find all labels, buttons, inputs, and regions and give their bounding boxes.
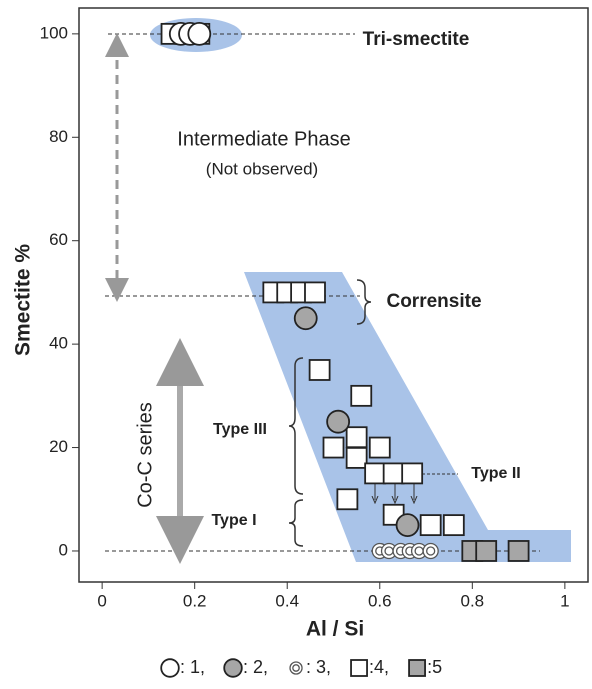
- marker-square: [507, 540, 530, 562]
- marker-square: [475, 540, 498, 562]
- marker-square: [304, 281, 326, 304]
- legend-symbol: [223, 658, 243, 678]
- marker-square: [308, 359, 331, 381]
- x-tick-label: 0.6: [368, 591, 392, 610]
- annotation: Intermediate Phase: [177, 128, 350, 150]
- marker-circle: [293, 306, 318, 331]
- legend-label: : 1,: [180, 657, 205, 677]
- legend-label: : 3,: [306, 657, 331, 677]
- marker-ring: [414, 546, 424, 556]
- x-tick-label: 0: [97, 591, 106, 610]
- annotation: (Not observed): [206, 159, 318, 178]
- legend-symbol: [408, 659, 426, 677]
- marker-square: [322, 436, 345, 459]
- marker-square: [345, 426, 368, 449]
- marker-square: [364, 462, 387, 485]
- annotation: Type II: [471, 465, 521, 482]
- marker-double-circle: [380, 542, 398, 560]
- marker-circle: [187, 21, 212, 46]
- y-tick-label: 100: [40, 23, 68, 42]
- marker-square: [350, 384, 373, 407]
- marker-double-circle: [422, 542, 439, 560]
- annotation: Co-C series: [134, 402, 156, 508]
- y-tick-label: 80: [49, 127, 68, 146]
- brace: [356, 279, 372, 325]
- y-tick-label: 40: [49, 334, 68, 353]
- marker-square: [336, 488, 359, 511]
- plot-frame: [78, 7, 589, 583]
- y-tick-label: 60: [49, 230, 68, 249]
- marker-square: [345, 446, 368, 469]
- x-tick-label: 0.2: [183, 591, 207, 610]
- annotation: Tri-smectite: [363, 29, 470, 50]
- annotation: Corrensite: [386, 291, 481, 312]
- annotation: Type III: [213, 421, 267, 438]
- marker-square: [368, 436, 391, 459]
- marker-square: [419, 514, 442, 537]
- legend-label: :4,: [369, 657, 389, 677]
- marker-ring: [384, 546, 394, 556]
- legend-symbol: [160, 658, 180, 678]
- marker-circle: [395, 513, 420, 538]
- x-axis-label: Al / Si: [306, 618, 364, 641]
- brace: [288, 499, 304, 547]
- marker-circle: [326, 409, 351, 434]
- y-axis-label: Smectite %: [12, 244, 35, 356]
- y-tick-label: 0: [59, 540, 68, 559]
- guides: [105, 33, 540, 564]
- brace: [288, 357, 304, 495]
- series-band: [244, 272, 571, 562]
- marker-square: [442, 514, 465, 537]
- y-tick-label: 20: [49, 437, 68, 456]
- legend-symbol: [289, 661, 303, 675]
- marker-square: [382, 462, 405, 485]
- x-tick-label: 0.8: [460, 591, 484, 610]
- marker-square: [401, 462, 424, 485]
- legend-label: : 2,: [243, 657, 268, 677]
- marker-ring: [292, 664, 300, 672]
- marker-ring: [426, 546, 436, 556]
- x-tick-label: 0.4: [275, 591, 299, 610]
- annotation: Type I: [211, 512, 256, 529]
- x-tick-label: 1: [560, 591, 569, 610]
- legend-label: :5: [427, 657, 442, 677]
- legend-symbol: [350, 659, 368, 677]
